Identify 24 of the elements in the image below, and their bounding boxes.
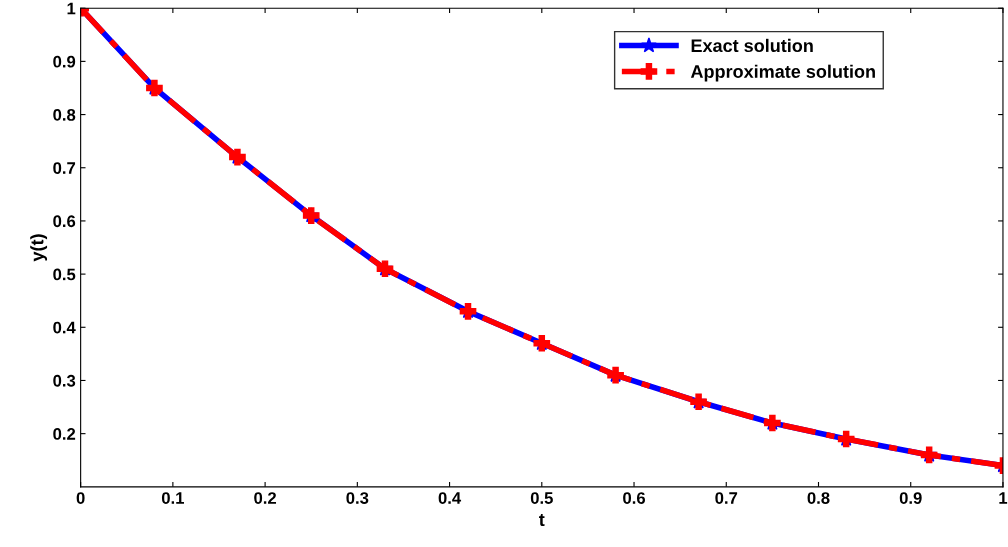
x-tick-label: 0.7 (715, 492, 738, 504)
x-tick-label: 0.6 (623, 492, 646, 504)
y-tick-label: 0.6 (53, 215, 76, 228)
x-tick-label: 1 (999, 492, 1008, 504)
x-tick-label: 0.1 (161, 492, 184, 504)
x-tick-label: 0.5 (530, 492, 553, 504)
y-tick-label: 0.4 (53, 321, 76, 334)
x-tick-label: 0.8 (807, 492, 830, 504)
x-tick-label: 0.2 (254, 492, 277, 504)
x-tick-label: 0.9 (899, 492, 922, 504)
y-axis-title: y(t) (30, 234, 48, 262)
y-tick-label: 0.2 (53, 428, 76, 440)
legend-label: Exact solution (691, 38, 813, 53)
x-tick-label: 0.4 (438, 492, 462, 504)
legend-label: Approximate solution (690, 64, 875, 82)
y-tick-label: 1 (67, 2, 76, 15)
y-tick-label: 0.3 (53, 374, 76, 387)
y-tick-label: 0.5 (53, 268, 76, 281)
x-tick-label: 0 (76, 492, 85, 504)
x-axis-title: t (539, 514, 545, 527)
y-tick-label: 0.9 (53, 55, 76, 68)
y-tick-label: 0.8 (53, 108, 76, 121)
x-tick-label: 0.3 (346, 492, 369, 504)
y-tick-label: 0.7 (53, 162, 76, 174)
